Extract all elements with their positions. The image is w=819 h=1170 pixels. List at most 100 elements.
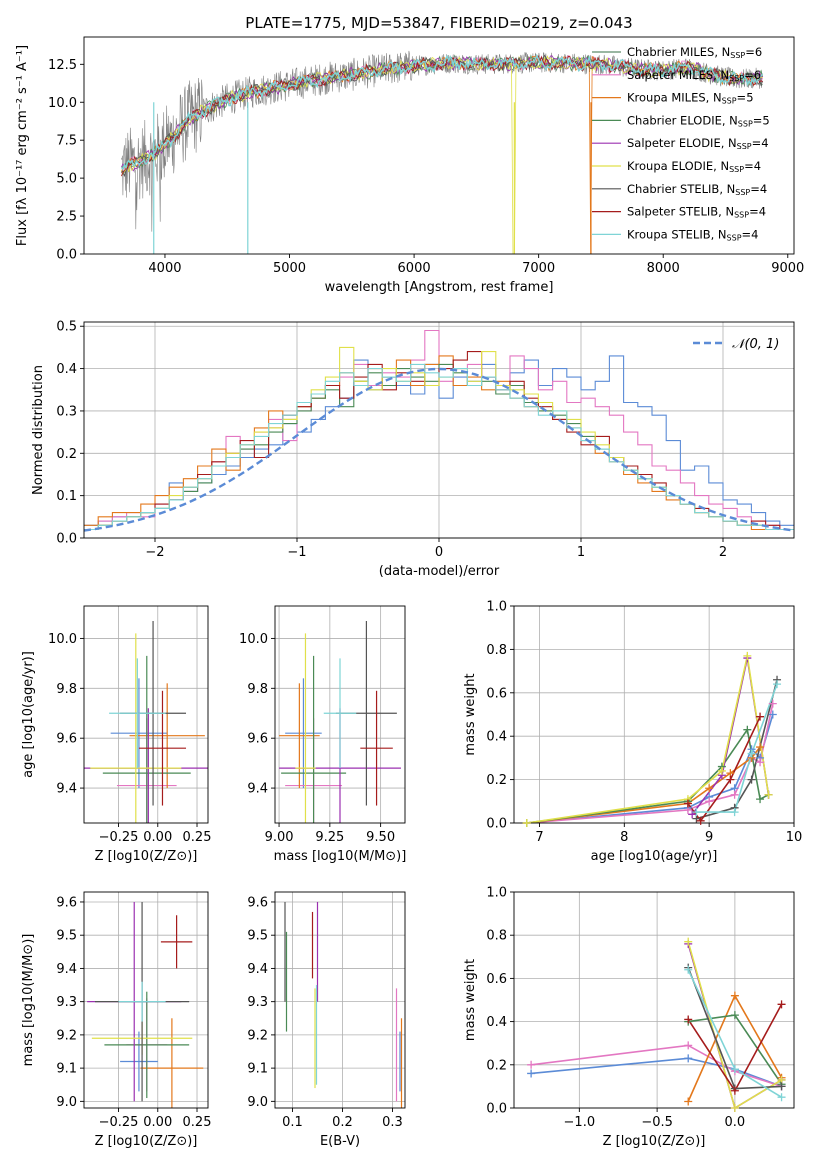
x-tick-label: 8 (620, 830, 628, 845)
legend-entry: Salpeter ELODIE, NSSP=4 (627, 136, 769, 151)
weight-line (696, 679, 778, 820)
legend-nssp-subscript: SSP (735, 188, 750, 197)
x-tick-label: 0.00 (143, 830, 172, 845)
y-tick-label: 0.4 (56, 362, 77, 377)
legend-entry: Kroupa MILES, NSSP=5 (627, 91, 754, 106)
legend-entry: Chabrier MILES, NSSP=6 (627, 45, 762, 60)
panel-Z-age: −0.25 0.00 0.25 9.4 9.6 9.8 10.0 Z [log10(Z/Z⊙)… (21, 605, 212, 864)
y-tick-label: 0.0 (486, 817, 507, 832)
x-tick-label: −1 (287, 545, 306, 560)
x-axis-label: E(B-V) (320, 1134, 360, 1149)
legend-nssp-equals: = (753, 113, 763, 127)
legend-entry: Salpeter STELIB, NSSP=4 (627, 205, 766, 220)
x-tick-label: 0.25 (183, 1115, 212, 1130)
y-tick-label: 2.5 (56, 210, 77, 225)
plot-area-spectrum (120, 50, 764, 254)
data-point-marker (684, 1097, 693, 1106)
legend-nssp-equals: = (749, 205, 759, 219)
panel-spectrum: 4000 5000 6000 7000 8000 9000 0.0 2.5 5.0 7.5 10.0… (15, 14, 804, 295)
data-point-marker (730, 808, 739, 817)
x-tick-label: 9.50 (366, 830, 395, 845)
legend-nssp-subscript: SSP (729, 165, 744, 174)
model-spectrum-line (121, 55, 763, 254)
legend-nssp-prefix: , N (721, 136, 737, 150)
y-tick-label: 0.6 (486, 686, 507, 701)
x-tick-label: 1 (577, 545, 585, 560)
data-point-marker (692, 808, 701, 817)
legend-nssp-value: 6 (754, 68, 761, 82)
y-tick-label: 9.5 (56, 929, 77, 944)
axes-frame (513, 605, 795, 824)
y-tick-label: 9.3 (56, 995, 77, 1010)
x-tick-label: 9.25 (315, 830, 344, 845)
y-tick-label: 9.0 (247, 1095, 268, 1110)
x-tick-label: 4000 (148, 261, 181, 276)
x-tick-label: 9000 (771, 261, 804, 276)
x-axis-label: Z [log10(Z/Z⊙)] (95, 849, 198, 864)
legend-nssp-equals: = (744, 159, 754, 173)
data-point-marker (747, 775, 756, 784)
y-tick-label: 9.6 (247, 732, 268, 747)
x-tick-label: 5000 (273, 261, 306, 276)
y-tick-label: 9.4 (56, 782, 77, 797)
data-point-marker (777, 1082, 786, 1091)
y-tick-label: 0.4 (486, 1015, 507, 1030)
axes-frame (274, 605, 406, 824)
x-tick-label: 10 (786, 830, 803, 845)
legend-nssp-subscript: SSP (738, 119, 753, 128)
data-point-marker (730, 790, 739, 799)
y-tick-label: 9.2 (56, 1028, 77, 1043)
x-tick-label: 0.0 (725, 1115, 746, 1130)
legend-nssp-equals: = (742, 227, 752, 241)
data-point-marker (684, 1041, 693, 1050)
x-tick-label: −0.25 (99, 1115, 139, 1130)
y-tick-label: 9.2 (247, 1028, 268, 1043)
legend-nssp-equals: = (752, 136, 762, 150)
y-tick-label: 5.0 (56, 172, 77, 187)
axes-frame (83, 891, 209, 1109)
chart-title: PLATE=1775, MJD=53847, FIBERID=0219, z=0… (245, 14, 632, 32)
y-tick-label: 1.0 (486, 600, 507, 615)
legend-entry: 𝒩(0, 1) (732, 337, 779, 352)
data-point-marker (764, 790, 773, 799)
y-tick-label: 0.4 (486, 730, 507, 745)
x-tick-label: −1.0 (564, 1115, 596, 1130)
y-tick-label: 0.8 (486, 929, 507, 944)
y-tick-label: 0.8 (486, 643, 507, 658)
legend-nssp-prefix: , N (718, 205, 734, 219)
y-tick-label: 0.0 (486, 1102, 507, 1117)
panel-residuals: −2 −1 0 1 2 0.0 0.1 0.2 0.3 0.4 0.5 (data-model)/er… (31, 320, 795, 579)
data-point-marker (730, 1104, 739, 1112)
y-axis-label: Normed distribution (31, 365, 46, 495)
x-axis-label: Z [log10(Z/Z⊙)] (603, 1134, 706, 1149)
legend-nssp-value: 4 (761, 136, 768, 150)
data-point-marker (773, 680, 782, 689)
data-point-marker (684, 965, 693, 974)
plot-area-Z-mass (87, 901, 204, 1108)
panel-Z-mass: −0.25 0.00 0.25 9.0 9.1 9.2 9.3 9.4 9.5 9.6 Z [log… (21, 891, 212, 1149)
axes-frame (83, 605, 209, 824)
legend-nssp-prefix: , N (711, 227, 727, 241)
y-tick-label: 0.3 (56, 404, 77, 419)
x-tick-label: 0.25 (183, 830, 212, 845)
weight-line (526, 746, 761, 823)
y-tick-label: 0.0 (56, 248, 77, 263)
legend-nssp-equals: = (750, 182, 760, 196)
data-point-marker (743, 725, 752, 734)
legend-name: Chabrier MILES (627, 45, 714, 59)
axes-frame (513, 891, 795, 1109)
legend-nssp-prefix: , N (713, 159, 729, 173)
x-tick-label: 7000 (522, 261, 555, 276)
y-tick-label: 0.6 (486, 972, 507, 987)
data-point-marker (730, 991, 739, 1000)
legend-nssp-value: 4 (751, 227, 758, 241)
y-tick-label: 0.2 (486, 1058, 507, 1073)
x-tick-label: 0.2 (332, 1115, 353, 1130)
data-point-marker (705, 797, 714, 806)
panel-age-weight: 7 8 9 10 0.0 0.2 0.4 0.6 0.8 1.0 age [log10(age/yr… (463, 600, 802, 865)
x-tick-label: 7 (535, 830, 543, 845)
plot-area-Z-weight (531, 941, 783, 1108)
plot-area-mass-age (279, 620, 401, 823)
